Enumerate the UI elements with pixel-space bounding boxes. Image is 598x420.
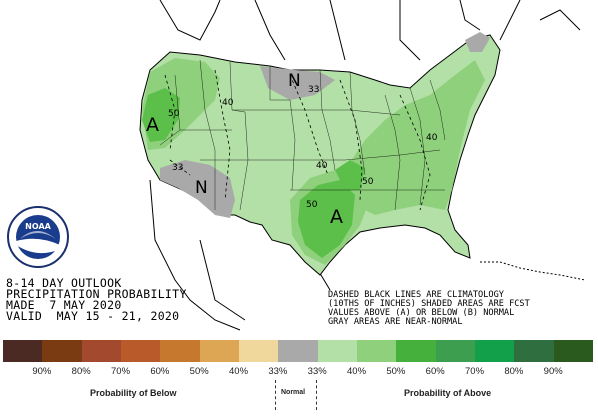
contour-40-nw: 40 <box>222 98 234 108</box>
noaa-logo-text: NOAA <box>25 222 51 231</box>
contour-40-central: 40 <box>316 161 328 171</box>
legend-swatch <box>278 340 318 362</box>
outlook-title-block: 8-14 DAY OUTLOOK PRECIPITATION PROBABILI… <box>6 276 187 323</box>
above-50-southeast <box>335 160 365 190</box>
map-notes: DASHED BLACK LINES ARE CLIMATOLOGY (10TH… <box>328 291 596 327</box>
above-50-texas <box>298 180 355 258</box>
legend-label: 80% <box>504 366 524 377</box>
legend-label: 33% <box>268 366 288 377</box>
note-line-2: (10THS OF INCHES) SHADED AREAS ARE FCST <box>328 299 530 309</box>
legend-label: 50% <box>386 366 406 377</box>
label-normal-north: N <box>288 71 301 91</box>
contour-33-west: 33 <box>172 163 183 173</box>
label-normal-southwest: N <box>195 178 208 198</box>
legend-swatch <box>317 340 357 362</box>
legend-separator-left <box>275 380 276 410</box>
title-line-4: VALID MAY 15 - 21, 2020 <box>6 309 180 323</box>
legend-swatch <box>514 340 554 362</box>
legend-caption-below: Probability of Below <box>90 388 177 398</box>
legend-percent-labels: 90% 80% 70% 60% 50% 40% 33% 33% 40% 50% 60% 70% 80% 9… <box>3 366 593 380</box>
legend-caption-normal: Normal <box>281 389 306 396</box>
title-line-2: PRECIPITATION PROBABILITY <box>6 287 187 301</box>
above-50-nw <box>142 88 180 142</box>
legend-swatch <box>238 340 279 362</box>
note-line-1: DASHED BLACK LINES ARE CLIMATOLOGY <box>328 290 504 300</box>
legend-label: 70% <box>465 366 485 377</box>
legend-swatch <box>160 340 200 362</box>
caribbean-islands <box>480 261 586 281</box>
legend-label: 90% <box>32 366 52 377</box>
state-lines <box>159 59 446 211</box>
near-normal-north <box>260 66 335 100</box>
contour-50-south: 50 <box>362 177 374 187</box>
legend-label: 70% <box>111 366 131 377</box>
near-normal-maine <box>465 32 490 52</box>
legend-label: 50% <box>189 366 209 377</box>
legend-swatch <box>474 340 515 362</box>
legend-color-bar <box>3 340 593 362</box>
contour-40-east: 40 <box>426 133 438 143</box>
legend-label: 40% <box>347 366 367 377</box>
legend-label: 60% <box>150 366 170 377</box>
label-above-texas: A <box>330 206 343 228</box>
legend-swatch <box>120 340 161 362</box>
legend-label: 60% <box>425 366 445 377</box>
legend-label: 40% <box>229 366 249 377</box>
legend-swatch <box>435 340 475 362</box>
legend-label: 90% <box>543 366 563 377</box>
noaa-logo: NOAA <box>7 206 69 268</box>
legend-separator-right <box>316 380 317 410</box>
precipitation-outlook-map: A A N N 50 40 33 33 40 40 50 50 <box>139 0 586 331</box>
probability-legend: 90% 80% 70% 60% 50% 40% 33% 33% 40% 50% 60% 70% 80% 9… <box>0 340 598 420</box>
legend-swatch <box>356 340 397 362</box>
legend-swatch <box>81 340 121 362</box>
legend-swatch <box>553 340 593 362</box>
near-normal-southwest <box>160 160 235 218</box>
contour-50-nw: 50 <box>168 109 180 119</box>
legend-swatch <box>3 340 43 362</box>
legend-swatch <box>396 340 436 362</box>
above-40-east <box>345 60 485 215</box>
legend-caption-above: Probability of Above <box>404 388 492 398</box>
legend-label: 33% <box>307 366 327 377</box>
label-above-northwest: A <box>146 114 159 136</box>
note-line-3: VALUES ABOVE (A) OR BELOW (B) NORMAL <box>328 308 515 318</box>
contour-50-texas: 50 <box>306 200 318 210</box>
legend-swatch <box>42 340 82 362</box>
note-line-4: GRAY AREAS ARE NEAR-NORMAL <box>328 317 463 327</box>
title-line-1: 8-14 DAY OUTLOOK <box>6 276 122 290</box>
legend-label: 80% <box>71 366 91 377</box>
title-line-3: MADE 7 MAY 2020 <box>6 298 122 312</box>
legend-swatch <box>199 340 239 362</box>
contour-33-north: 33 <box>308 85 319 95</box>
climatology-lines <box>164 69 431 211</box>
